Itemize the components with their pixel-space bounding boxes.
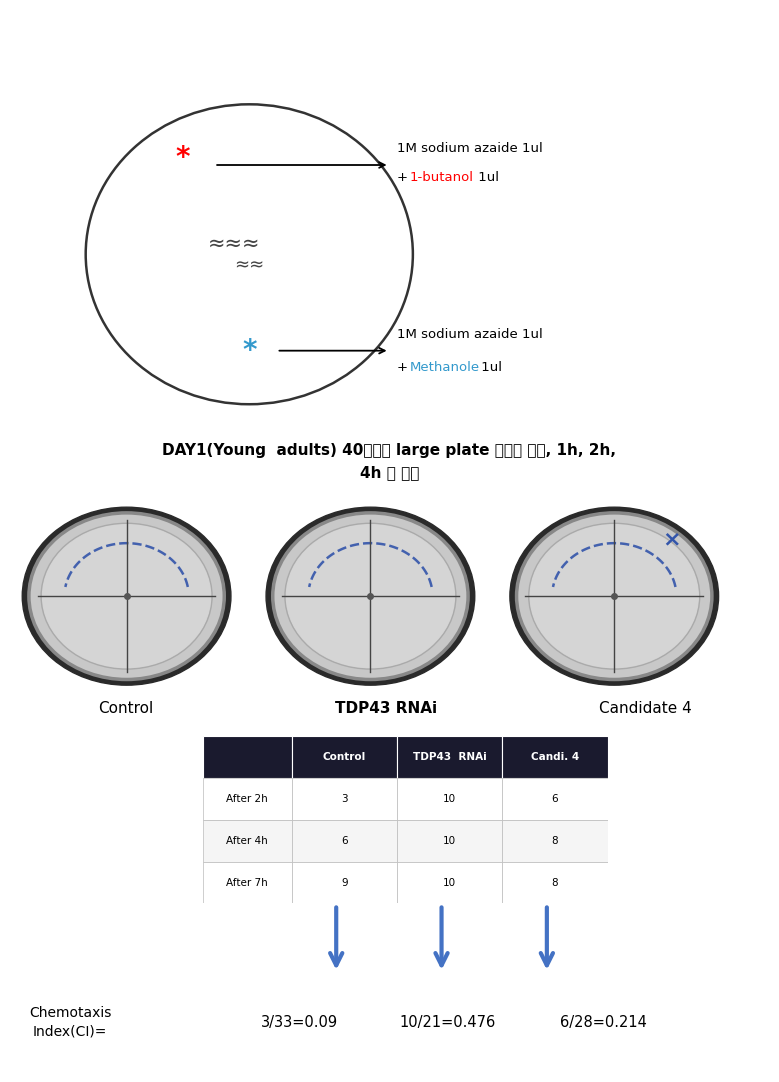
Text: +: +	[397, 171, 413, 184]
FancyBboxPatch shape	[291, 778, 397, 820]
Text: 9: 9	[341, 878, 347, 887]
FancyBboxPatch shape	[397, 820, 502, 861]
Text: 8: 8	[552, 878, 559, 887]
Text: 3/33=0.09: 3/33=0.09	[261, 1015, 339, 1030]
FancyBboxPatch shape	[397, 778, 502, 820]
Text: 10: 10	[443, 878, 456, 887]
Text: Chemotaxis
Index(CI)=: Chemotaxis Index(CI)=	[29, 1006, 111, 1039]
Text: +: +	[397, 360, 413, 373]
Text: Control: Control	[99, 701, 153, 716]
Text: After 4h: After 4h	[226, 835, 268, 845]
Text: 8: 8	[552, 835, 559, 845]
Circle shape	[530, 524, 699, 668]
Text: ≈≈≈: ≈≈≈	[207, 234, 260, 253]
Text: 1-butanol: 1-butanol	[410, 171, 474, 184]
Text: 1ul: 1ul	[477, 360, 502, 373]
Circle shape	[42, 524, 211, 668]
Text: TDP43 RNAi: TDP43 RNAi	[334, 701, 437, 716]
Text: 1M sodium azaide 1ul: 1M sodium azaide 1ul	[397, 142, 543, 155]
Text: 6: 6	[552, 794, 559, 804]
Text: 10/21=0.476: 10/21=0.476	[400, 1015, 496, 1030]
Circle shape	[23, 507, 231, 685]
Text: Attractants assay: Attractants assay	[245, 23, 534, 51]
Text: 6/28=0.214: 6/28=0.214	[560, 1015, 647, 1030]
Text: 6: 6	[341, 835, 347, 845]
Circle shape	[516, 513, 712, 679]
Text: Methanole: Methanole	[410, 360, 480, 373]
Circle shape	[266, 507, 474, 685]
FancyBboxPatch shape	[203, 778, 291, 820]
FancyBboxPatch shape	[203, 820, 291, 861]
Circle shape	[286, 524, 455, 668]
FancyBboxPatch shape	[291, 861, 397, 903]
FancyBboxPatch shape	[502, 736, 608, 778]
Circle shape	[510, 507, 718, 685]
FancyBboxPatch shape	[502, 820, 608, 861]
Text: TDP43  RNAi: TDP43 RNAi	[413, 752, 487, 762]
FancyBboxPatch shape	[291, 736, 397, 778]
Text: 10: 10	[443, 794, 456, 804]
Text: ×: ×	[663, 529, 682, 550]
Text: Control: Control	[323, 752, 366, 762]
FancyBboxPatch shape	[502, 778, 608, 820]
Text: After 2h: After 2h	[226, 794, 268, 804]
Circle shape	[29, 513, 224, 679]
FancyBboxPatch shape	[397, 861, 502, 903]
Text: Candi. 4: Candi. 4	[530, 752, 579, 762]
FancyBboxPatch shape	[397, 736, 502, 778]
FancyBboxPatch shape	[502, 861, 608, 903]
Text: 1M sodium azaide 1ul: 1M sodium azaide 1ul	[397, 328, 543, 341]
Text: *: *	[242, 337, 256, 365]
Text: After 7h: After 7h	[226, 878, 268, 887]
Circle shape	[273, 513, 468, 679]
Text: ≈≈: ≈≈	[234, 256, 264, 274]
FancyBboxPatch shape	[203, 861, 291, 903]
FancyBboxPatch shape	[203, 736, 291, 778]
Text: 3: 3	[341, 794, 347, 804]
Text: Candidate 4: Candidate 4	[598, 701, 692, 716]
Text: DAY1(Young  adults) 40마리를 large plate 중앙에 놓고, 1h, 2h,
4h 후 관찰: DAY1(Young adults) 40마리를 large plate 중앙에…	[163, 443, 616, 480]
Text: *: *	[176, 144, 190, 172]
Text: 10: 10	[443, 835, 456, 845]
Text: 1ul: 1ul	[474, 171, 499, 184]
FancyBboxPatch shape	[291, 820, 397, 861]
